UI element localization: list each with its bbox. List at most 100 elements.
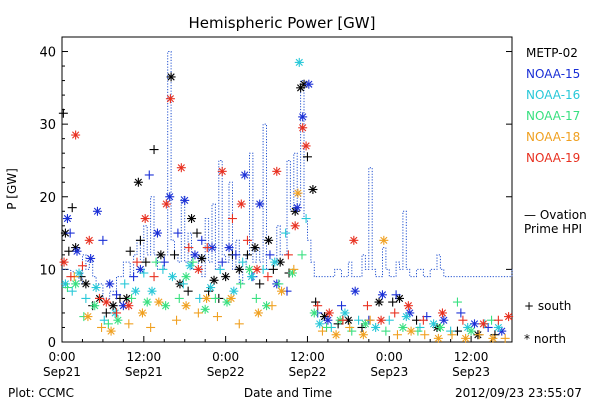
y-tick-label: 30 [39, 118, 56, 133]
y-axis: 0 10 20 30 40 [39, 36, 512, 351]
data-point-north [156, 250, 166, 260]
data-point-south [217, 257, 227, 267]
data-point-south [322, 322, 332, 332]
data-point-south [204, 286, 214, 296]
data-point-north [406, 326, 416, 336]
data-point-south [66, 272, 76, 282]
data-point-south [251, 293, 261, 303]
data-point-north [131, 286, 141, 296]
data-point-north [190, 250, 200, 260]
data-point-south [289, 264, 299, 274]
legend: METP-02 NOAA-15 NOAA-16 NOAA-17 NOAA-18 NOAA-… [526, 46, 580, 165]
data-point-south [125, 246, 135, 256]
data-point-south [141, 257, 151, 267]
data-point-south [474, 330, 484, 340]
data-point-south [183, 286, 193, 296]
data-point-south [127, 293, 137, 303]
data-point-north [142, 297, 152, 307]
data-point-north [250, 243, 260, 253]
data-point-north [324, 308, 334, 318]
x-tick-time-label: 12:00 [290, 350, 325, 364]
data-point-south [418, 315, 428, 325]
data-point-north [376, 315, 386, 325]
data-point-north [504, 312, 514, 322]
data-point-south [447, 330, 457, 340]
data-point-north [253, 308, 263, 318]
data-point-north [165, 94, 175, 104]
data-point-north [272, 166, 282, 176]
data-point-north [152, 228, 162, 238]
data-point-north [240, 170, 250, 180]
data-point-north [349, 235, 359, 245]
legend-item: METP-02 [526, 46, 578, 60]
y-tick-label: 10 [39, 263, 56, 278]
data-point-south [267, 301, 277, 311]
data-point-south [415, 322, 425, 332]
data-point-north [147, 286, 157, 296]
data-point-north [340, 308, 350, 318]
x-tick-date-label: Sep21 [43, 365, 81, 379]
data-point-south [227, 214, 237, 224]
data-point-south [192, 228, 202, 238]
data-point-north [379, 235, 389, 245]
data-point-north [488, 333, 498, 343]
data-point-south [174, 293, 184, 303]
data-point-north [72, 246, 82, 256]
data-point-south [390, 308, 400, 318]
data-point-south [178, 279, 188, 289]
data-point-south [101, 308, 111, 318]
data-point-north [193, 264, 203, 274]
data-point-south [263, 272, 273, 282]
data-point-south [129, 272, 139, 282]
data-point-south [149, 145, 159, 155]
data-point-north [252, 264, 262, 274]
data-point-south [120, 279, 130, 289]
data-point-north [255, 199, 265, 209]
data-point-north [106, 326, 116, 336]
data-point-south [97, 322, 107, 332]
data-point-north [287, 268, 297, 278]
data-point-north [154, 297, 164, 307]
data-point-south [202, 243, 212, 253]
legend-item: NOAA-18 [526, 130, 580, 144]
data-point-north [308, 185, 318, 194]
data-point-north [371, 322, 381, 332]
data-point-south [98, 235, 108, 245]
data-point-north [181, 272, 191, 282]
data-point-south [103, 319, 113, 329]
data-point-north [350, 286, 360, 296]
data-point-north [439, 315, 449, 325]
data-point-north [262, 301, 272, 311]
data-point-south [297, 250, 307, 260]
data-point-south [381, 326, 391, 336]
data-point-north [71, 279, 81, 289]
data-point-north [197, 253, 207, 263]
data-point-south [231, 250, 241, 260]
data-point-north [270, 257, 280, 267]
data-point-north [377, 290, 387, 300]
data-point-south [347, 326, 357, 336]
data-point-south [388, 297, 398, 307]
x-tick-date-label: Sep21 [125, 365, 163, 379]
data-point-north [298, 123, 308, 133]
data-point-south [210, 293, 220, 303]
data-point-south [446, 326, 456, 336]
data-point-north [435, 322, 445, 332]
data-point-north [294, 57, 304, 67]
data-point-north [135, 264, 145, 274]
data-point-south [337, 301, 347, 311]
data-point-south [132, 257, 142, 267]
x-tick-date-label: Sep23 [452, 365, 490, 379]
data-point-north [293, 188, 303, 198]
data-point-south [354, 315, 364, 325]
legend-item: NOAA-17 [526, 109, 580, 123]
data-point-north [398, 322, 408, 332]
x-tick-time-label: 12:00 [127, 350, 162, 364]
data-point-south [170, 250, 179, 260]
data-point-north [224, 243, 234, 253]
data-point-south [242, 250, 252, 260]
legend-item: NOAA-19 [526, 151, 580, 165]
north-marker-legend: * north [524, 332, 566, 346]
data-point-south [242, 235, 252, 245]
data-point-north [206, 283, 216, 293]
